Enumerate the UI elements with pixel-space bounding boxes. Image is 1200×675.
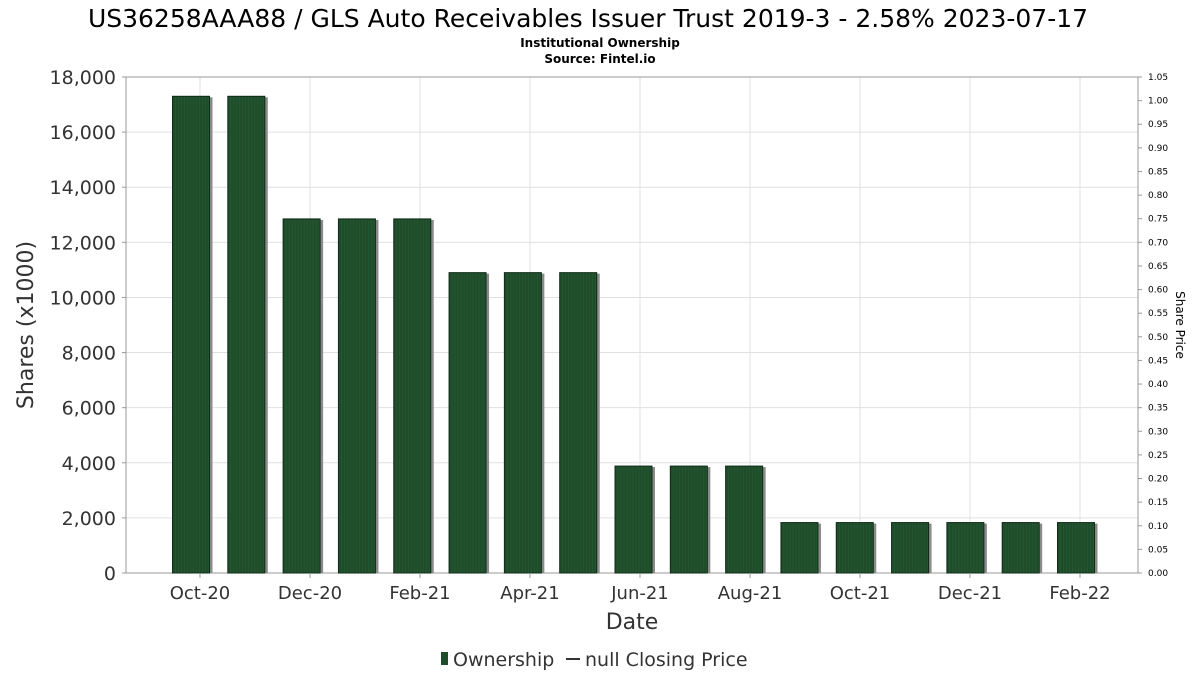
y2-tick-label: 0.40 bbox=[1148, 380, 1168, 390]
y2-tick-label: 0.20 bbox=[1148, 475, 1168, 485]
x-axis-ticks: Oct-20 Dec-20 Feb-21 Apr-21 Jun-21 Aug-21 Oct-… bbox=[170, 573, 1111, 604]
ownership-bar bbox=[780, 522, 819, 574]
y2-tick-label: 0.85 bbox=[1148, 167, 1168, 177]
x-tick-label: Feb-22 bbox=[1049, 583, 1110, 604]
legend-label-closing-price: null Closing Price bbox=[585, 649, 748, 671]
y2-tick-label: 1.05 bbox=[1148, 73, 1168, 83]
y-tick-label: 14,000 bbox=[50, 177, 116, 199]
y2-tick-label: 0.05 bbox=[1148, 545, 1168, 555]
ownership-bar bbox=[559, 272, 598, 574]
ownership-bar bbox=[337, 218, 376, 574]
y2-tick-label: 0.70 bbox=[1148, 238, 1168, 248]
legend-swatch-ownership bbox=[441, 652, 448, 665]
y-tick-label: 12,000 bbox=[50, 232, 116, 254]
x-tick-label: Apr-21 bbox=[500, 583, 559, 604]
ownership-bar bbox=[891, 522, 930, 574]
y2-tick-label: 0.30 bbox=[1148, 427, 1168, 437]
ownership-bar bbox=[393, 218, 432, 574]
y2-tick-label: 0.00 bbox=[1148, 569, 1168, 579]
x-axis-title: Date bbox=[606, 610, 659, 635]
legend-label-ownership: Ownership bbox=[453, 649, 554, 671]
y-tick-label: 18,000 bbox=[50, 67, 116, 89]
y-tick-label: 16,000 bbox=[50, 122, 116, 144]
ownership-bar bbox=[503, 272, 542, 574]
y2-tick-label: 0.55 bbox=[1148, 309, 1168, 319]
ownership-bar bbox=[1057, 522, 1095, 574]
left-axis-ticks: 0 2,000 4,000 6,000 8,000 10,000 12,000 14,000 1… bbox=[50, 67, 126, 585]
chart-subtitle-line-1: Institutional Ownership bbox=[520, 36, 680, 50]
x-tick-label: Jun-21 bbox=[610, 583, 669, 604]
y2-tick-label: 0.35 bbox=[1148, 404, 1168, 414]
ownership-bar bbox=[172, 95, 210, 574]
y-tick-label: 0 bbox=[104, 563, 116, 585]
x-tick-label: Oct-21 bbox=[830, 583, 891, 604]
ownership-bar bbox=[946, 522, 985, 574]
y2-tick-label: 0.50 bbox=[1148, 333, 1168, 343]
y2-tick-label: 0.95 bbox=[1148, 120, 1168, 130]
chart-title: US36258AAA88 / GLS Auto Receivables Issu… bbox=[88, 4, 1088, 33]
y2-tick-label: 0.60 bbox=[1148, 286, 1168, 296]
y2-tick-label: 0.15 bbox=[1148, 498, 1168, 508]
legend: Ownership null Closing Price bbox=[441, 649, 748, 671]
y2-tick-label: 1.00 bbox=[1148, 97, 1168, 107]
y2-tick-label: 0.90 bbox=[1148, 144, 1168, 154]
bars bbox=[172, 95, 1098, 574]
ownership-bar bbox=[1001, 522, 1040, 574]
y-tick-label: 8,000 bbox=[62, 343, 116, 365]
ownership-bar bbox=[448, 272, 487, 574]
y2-axis-title: Share Price bbox=[1173, 291, 1187, 359]
ownership-bar bbox=[725, 465, 764, 574]
x-tick-label: Oct-20 bbox=[170, 583, 231, 604]
ownership-bar bbox=[835, 522, 874, 574]
x-tick-label: Dec-21 bbox=[938, 583, 1002, 604]
ownership-bar bbox=[282, 218, 321, 574]
y-tick-label: 4,000 bbox=[62, 453, 116, 475]
ownership-bar bbox=[614, 465, 653, 574]
y-tick-label: 6,000 bbox=[62, 398, 116, 420]
x-tick-label: Feb-21 bbox=[389, 583, 450, 604]
y2-tick-label: 0.80 bbox=[1148, 191, 1168, 201]
y-tick-label: 10,000 bbox=[50, 287, 116, 309]
x-tick-label: Dec-20 bbox=[278, 583, 342, 604]
ownership-bar bbox=[227, 95, 266, 574]
y2-tick-label: 0.10 bbox=[1148, 522, 1168, 532]
ownership-bar bbox=[669, 465, 708, 574]
y2-tick-label: 0.65 bbox=[1148, 262, 1168, 272]
y-axis-title: Shares (x1000) bbox=[14, 241, 39, 409]
y-tick-label: 2,000 bbox=[62, 508, 116, 530]
y2-tick-label: 0.45 bbox=[1148, 356, 1168, 366]
x-tick-label: Aug-21 bbox=[718, 583, 783, 604]
chart-subtitle-line-2: Source: Fintel.io bbox=[544, 52, 655, 66]
y2-tick-label: 0.75 bbox=[1148, 215, 1168, 225]
y2-tick-label: 0.25 bbox=[1148, 451, 1168, 461]
right-axis-ticks: 0.00 0.05 0.10 0.15 0.20 0.25 0.30 0.35 0.40 0.45… bbox=[1138, 73, 1168, 579]
